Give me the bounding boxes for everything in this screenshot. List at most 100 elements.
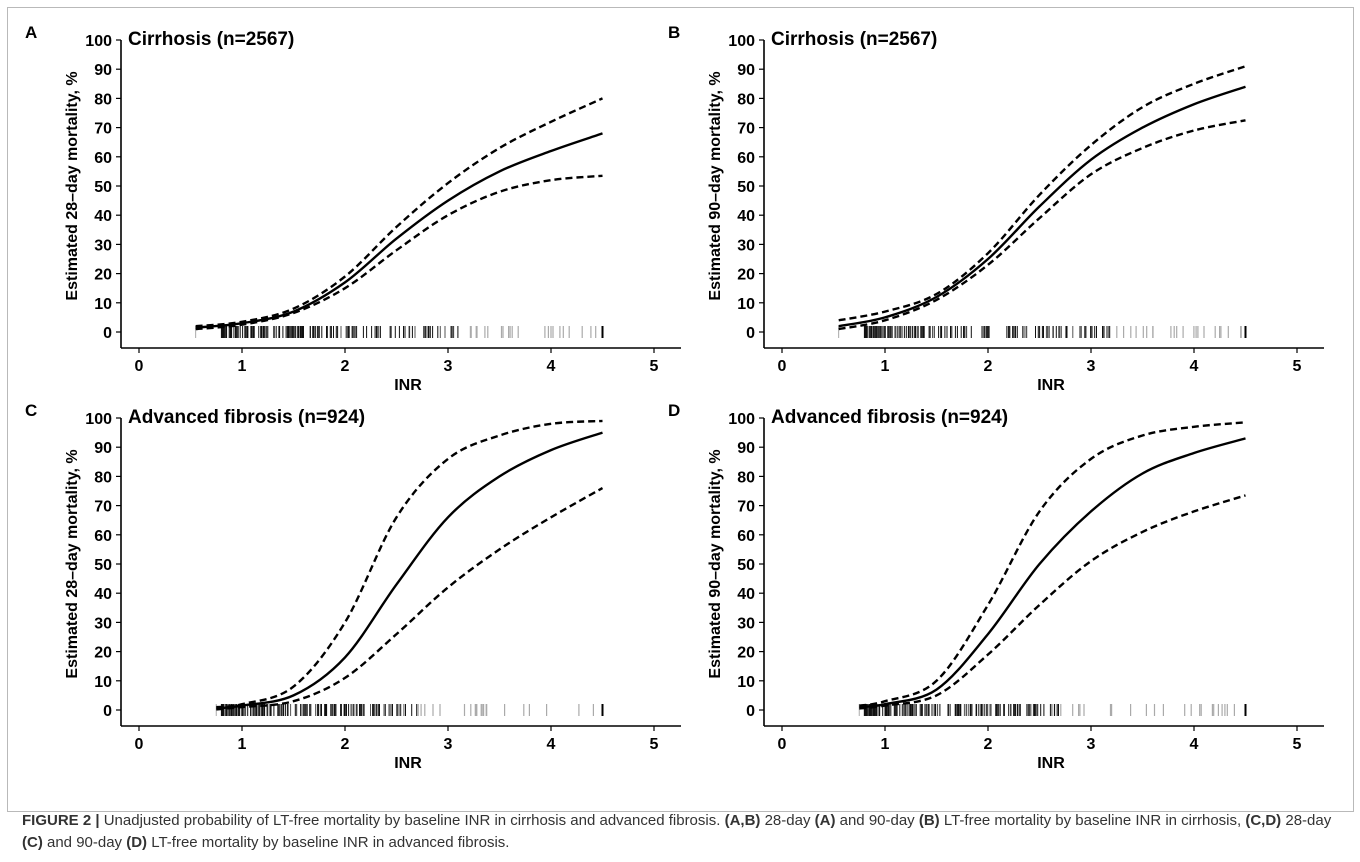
panel-letter: C [25,401,37,420]
estimate-line [195,132,603,329]
upper-ci-line [838,65,1246,322]
x-tick-label: 0 [778,358,787,375]
caption-ref: (C,D) [1245,812,1282,829]
y-tick-label: 0 [103,325,112,342]
lower-ci-line [216,487,604,711]
y-tick-label: 50 [94,179,112,196]
y-tick-label: 40 [737,208,755,225]
x-tick-label: 5 [650,358,659,375]
estimate-line [838,85,1246,328]
x-tick-label: 2 [984,736,993,753]
rug-plot [215,704,604,716]
x-tick-label: 1 [238,736,247,753]
panel-letter: B [668,23,680,42]
y-tick-label: 90 [737,440,755,457]
x-tick-label: 5 [1293,358,1302,375]
chart-panel-c: C 0 10 20 30 40 50 60 70 80 90 100 0 1 2 3 4 5 INR Estimate… [25,401,681,772]
y-axis-label: Estimated 28–day mortality, % [64,449,81,678]
x-tick-label: 0 [135,736,144,753]
upper-ci-line [216,419,603,709]
y-tick-label: 0 [746,325,755,342]
panel-letter: D [668,401,680,420]
y-tick-label: 50 [94,557,112,574]
chart-panel-d: D 0 10 20 30 40 50 60 70 80 90 100 0 1 2 3 4 5 INR Estimate… [668,401,1324,772]
x-tick-label: 0 [135,358,144,375]
y-tick-label: 80 [94,469,112,486]
y-tick-label: 40 [737,586,755,603]
x-tick-label: 3 [1087,736,1096,753]
x-tick-label: 5 [1293,736,1302,753]
x-tick-label: 3 [444,358,453,375]
caption-text: LT-free mortality by baseline INR in adv… [151,834,510,851]
x-axis-label: INR [394,377,422,394]
x-tick-label: 4 [547,358,556,375]
y-tick-label: 60 [737,150,755,167]
caption-ref: (A,B) [724,812,761,829]
caption-text: Unadjusted probability of LT-free mortal… [103,812,721,829]
caption-text: 28-day [1285,812,1332,829]
rug-plot [838,326,1247,338]
x-axis-label: INR [1037,755,1065,772]
caption-ref: (A) [814,812,836,829]
caption-ref: (B) [918,812,940,829]
x-tick-label: 4 [1190,358,1199,375]
caption-ref: (C) [22,834,43,851]
y-tick-label: 100 [85,33,112,50]
y-tick-label: 80 [737,91,755,108]
chart-title: Cirrhosis (n=2567) [128,29,294,50]
x-tick-label: 4 [1190,736,1199,753]
y-tick-label: 30 [94,237,112,254]
estimate-line [859,437,1246,709]
x-tick-label: 2 [341,736,350,753]
y-tick-label: 10 [737,296,755,313]
y-tick-label: 60 [94,150,112,167]
x-tick-label: 4 [547,736,556,753]
rug-plot [858,704,1247,716]
y-tick-label: 60 [94,528,112,545]
figure-frame: A 0 10 20 30 40 50 60 70 80 90 100 0 1 2 3 4 5 INR Estimate… [7,7,1354,812]
y-tick-label: 10 [94,674,112,691]
x-tick-label: 5 [650,736,659,753]
caption-text: 28-day [764,812,811,829]
y-tick-label: 40 [94,586,112,603]
y-tick-label: 70 [737,499,755,516]
y-tick-label: 60 [737,528,755,545]
y-tick-label: 10 [94,296,112,313]
y-tick-label: 90 [94,62,112,79]
y-tick-label: 100 [728,33,755,50]
figure-caption: FIGURE 2 | Unadjusted probability of LT-… [22,810,1342,854]
chart-title: Cirrhosis (n=2567) [771,29,937,50]
y-tick-label: 90 [94,440,112,457]
x-tick-label: 2 [341,358,350,375]
x-axis-label: INR [394,755,422,772]
y-tick-label: 100 [85,411,112,428]
y-tick-label: 50 [737,557,755,574]
y-tick-label: 20 [94,267,112,284]
y-tick-label: 40 [94,208,112,225]
upper-ci-line [859,421,1246,707]
estimate-line [216,431,603,710]
y-axis-label: Estimated 90–day mortality, % [707,71,724,300]
x-tick-label: 2 [984,358,993,375]
y-tick-label: 70 [94,121,112,138]
caption-text: and 90-day [839,812,915,829]
x-tick-label: 3 [1087,358,1096,375]
x-tick-label: 1 [238,358,247,375]
y-tick-label: 20 [737,267,755,284]
y-axis-label: Estimated 90–day mortality, % [707,449,724,678]
x-tick-label: 1 [881,358,890,375]
figure-title: FIGURE 2 | [22,812,100,829]
y-tick-label: 30 [94,615,112,632]
chart-panel-b: B 0 10 20 30 40 50 60 70 80 90 100 0 1 2 3 4 5 INR Estimate… [668,23,1324,394]
lower-ci-line [195,174,603,331]
lower-ci-line [838,119,1246,331]
caption-ref: (D) [126,834,148,851]
caption-text: LT-free mortality by baseline INR in cir… [943,812,1242,829]
y-tick-label: 0 [103,703,112,720]
chart-title: Advanced fibrosis (n=924) [771,407,1008,428]
caption-text: and 90-day [47,834,123,851]
panel-letter: A [25,23,37,42]
x-tick-label: 1 [881,736,890,753]
chart-panel-a: A 0 10 20 30 40 50 60 70 80 90 100 0 1 2 3 4 5 INR Estimate… [25,23,681,394]
